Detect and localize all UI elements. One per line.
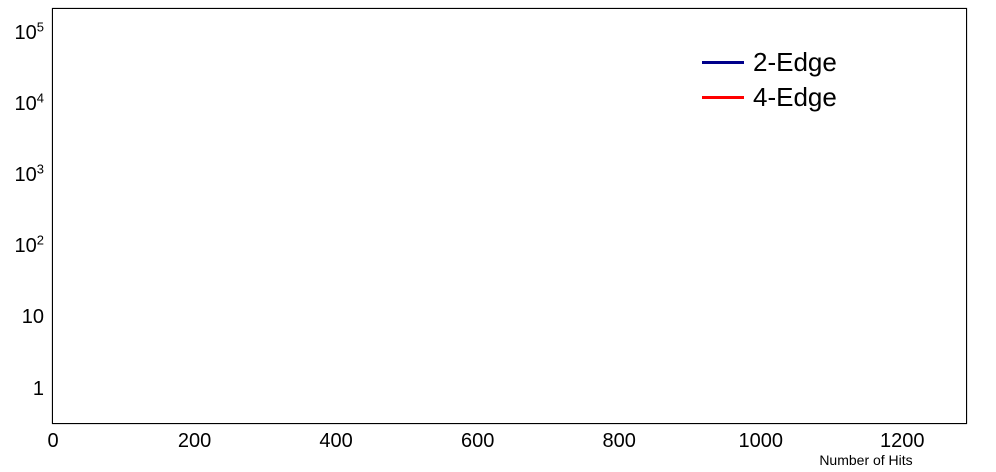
x-tick-label: 200 [177, 430, 212, 452]
x-tick-label: 1200 [880, 430, 925, 452]
x-tick-label: 400 [319, 430, 353, 452]
y-tick-label: 1 [32, 377, 44, 400]
y-tick-label: 102 [14, 232, 44, 258]
legend: 2-Edge 4-Edge [700, 45, 910, 117]
legend-swatch-4-edge [702, 96, 744, 99]
x-tick-label: 1000 [738, 430, 784, 452]
legend-entry-2-edge: 2-Edge [700, 45, 910, 79]
x-axis-title: Number of Hits [819, 452, 913, 468]
x-tick-label: 0 [47, 430, 59, 452]
legend-entry-4-edge: 4-Edge [700, 80, 910, 114]
x-tick-label: 600 [460, 430, 495, 452]
x-tick-label: 800 [602, 430, 636, 452]
y-tick-label: 10 [21, 306, 44, 329]
y-tick-label: 105 [14, 19, 44, 44]
y-tick-label: 103 [14, 161, 44, 187]
legend-swatch-2-edge [702, 61, 744, 64]
legend-label-4-edge: 4-Edge [753, 82, 837, 112]
plot-frame [52, 8, 967, 424]
y-tick-label: 104 [14, 90, 44, 115]
legend-label-2-edge: 2-Edge [753, 47, 837, 77]
